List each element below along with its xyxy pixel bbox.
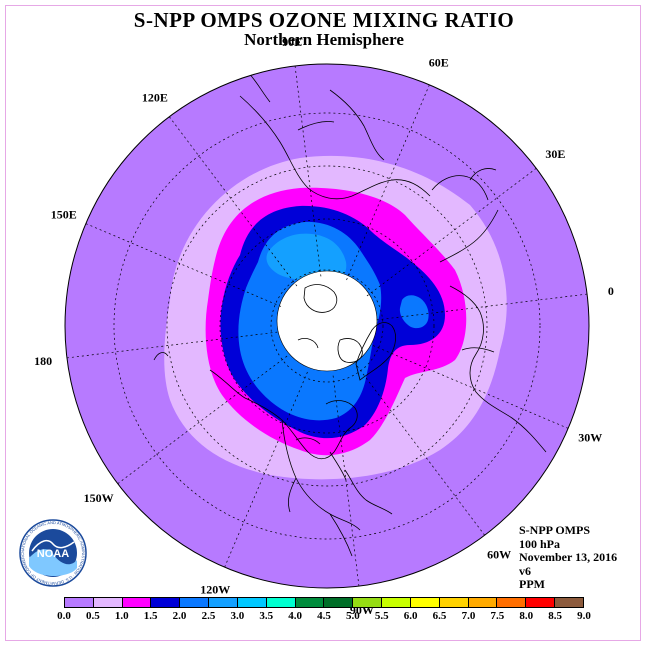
colorbar-tick-label: 1.5	[143, 610, 158, 622]
longitude-label: 180	[34, 354, 52, 368]
colorbar-tick-label: 0.5	[86, 610, 100, 622]
colorbar-tick-label: 1.0	[114, 610, 129, 622]
colorbar-segment	[439, 598, 469, 607]
longitude-label: 150E	[51, 207, 77, 221]
meridian-line	[294, 65, 322, 277]
noaa-logo: NOAA NATIONAL OCEANIC AND ATMOSPHERIC AD…	[17, 514, 88, 593]
colorbar-segment	[382, 598, 411, 607]
colorbar-ticks: 0.0 0.5 1.0 1.5 2.0 2.5 3.0 3.5 4.0 4.5 5.0 5.5 6.0 6…	[0, 610, 648, 624]
colorbar-tick-label: 6.5	[432, 610, 447, 622]
colorbar-tick-label: 4.0	[288, 610, 302, 622]
meridian-line	[346, 84, 430, 281]
longitude-label: 120E	[142, 91, 168, 105]
info-version: v6	[519, 563, 531, 578]
info-date: November 13, 2016	[519, 550, 618, 564]
colorbar-segment	[324, 598, 354, 607]
colorbar-tick-label: 7.5	[490, 610, 505, 622]
longitude-label: 30W	[578, 431, 602, 445]
colorbar-segment	[209, 598, 238, 607]
longitude-label: 90E	[282, 35, 302, 49]
contour-2-0-east	[399, 295, 429, 329]
ozone-field	[164, 155, 507, 480]
noaa-logo-text: NOAA	[37, 548, 69, 560]
colorbar-tick-label: 8.5	[548, 610, 562, 622]
colorbar-segment	[151, 598, 181, 607]
colorbar-tick-label: 3.0	[230, 610, 245, 622]
colorbar-tick-label: 9.0	[577, 610, 591, 622]
meridian-line	[372, 345, 569, 429]
colorbar-tick-label: 8.0	[519, 610, 534, 622]
colorbar-segment	[237, 598, 267, 607]
info-units: PPM	[519, 577, 545, 591]
missing-data-cap	[276, 270, 378, 372]
meridian-line	[356, 365, 485, 536]
colorbar-segment	[266, 598, 296, 607]
longitude-label: 0	[608, 284, 614, 298]
colorbar-segment	[65, 598, 94, 607]
longitude-label: 60E	[429, 56, 449, 70]
colorbar-tick-label: 7.0	[461, 610, 476, 622]
figure-frame	[5, 5, 641, 641]
colorbar-segment	[353, 598, 383, 607]
info-level: 100 hPa	[519, 536, 561, 551]
graticule	[66, 65, 588, 587]
colorbar	[64, 597, 584, 608]
colorbar-segment	[555, 598, 583, 607]
colorbar-tick-label: 0.0	[57, 610, 71, 622]
map-border	[64, 63, 590, 589]
meridian-line	[169, 116, 298, 287]
colorbar-segment	[93, 598, 123, 607]
colorbar-tick-label: 5.5	[374, 610, 389, 622]
coastlines	[153, 69, 547, 557]
longitude-label: 120W	[200, 582, 230, 596]
colorbar-segment	[180, 598, 210, 607]
map-subtitle: Northern Hemisphere	[244, 30, 404, 49]
colorbar-segment	[410, 598, 440, 607]
map-title: S-NPP OMPS OZONE MIXING RATIO	[133, 8, 515, 32]
colorbar-tick-label: 2.0	[172, 610, 187, 622]
meridian-line	[117, 355, 288, 484]
colorbar-segment	[526, 598, 556, 607]
info-instrument: S-NPP OMPS	[519, 523, 590, 537]
meridian-line	[376, 293, 588, 321]
meridian-line	[224, 371, 308, 568]
meridian-line	[366, 168, 537, 297]
contour-2-5	[266, 233, 347, 282]
info-block: S-NPP OMPS 100 hPa November 13, 2016 v6 …	[519, 523, 618, 592]
colorbar-tick-label: 5.0	[346, 610, 360, 622]
colorbar-segment	[497, 598, 527, 607]
colorbar-segment	[468, 598, 498, 607]
meridian-line	[332, 375, 360, 587]
meridian-line	[85, 223, 282, 307]
longitude-label: 150W	[84, 491, 114, 505]
colorbar-tick-label: 6.0	[403, 610, 418, 622]
longitude-label: 60W	[487, 547, 511, 561]
colorbar-tick-label: 2.5	[201, 610, 216, 622]
colorbar-tick-label: 3.5	[259, 610, 274, 622]
meridian-line	[66, 331, 278, 359]
colorbar-segment	[295, 598, 325, 607]
colorbar-segment	[122, 598, 152, 607]
longitude-label: 30E	[545, 147, 565, 161]
colorbar-tick-label: 4.5	[317, 610, 331, 622]
